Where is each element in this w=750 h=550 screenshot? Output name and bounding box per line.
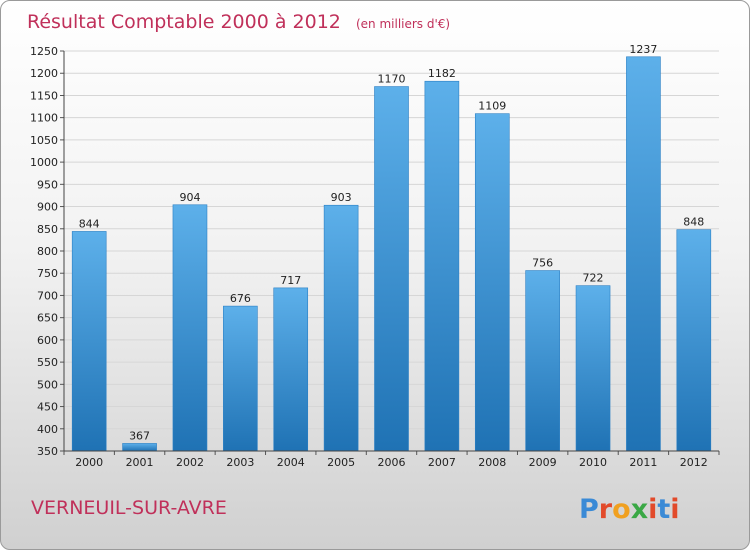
y-tick-label: 600 [37, 334, 58, 347]
bar-2003 [223, 305, 258, 452]
x-axis-ticks: 2000 2001 2002 2003 2004 2005 2006 2007 2008 2009… [63, 451, 720, 469]
bar-2007 [424, 80, 460, 452]
y-tick-label: 1100 [30, 112, 58, 125]
value-label-2011: 1237 [629, 43, 657, 56]
x-tick-label-2009: 2009 [529, 456, 557, 469]
chart-title: Résultat Comptable 2000 à 2012 [27, 11, 341, 33]
x-tick-label-2006: 2006 [378, 456, 406, 469]
city-name: VERNEUIL-SUR-AVRE [31, 497, 227, 519]
y-tick-label: 650 [37, 312, 58, 325]
value-label-2001: 367 [129, 429, 150, 442]
y-tick-label: 800 [37, 245, 58, 258]
chart-title-group: Résultat Comptable 2000 à 2012 (en milli… [27, 11, 450, 33]
y-tick-label: 350 [37, 445, 58, 458]
y-tick-label: 500 [37, 378, 58, 391]
y-tick-label: 900 [37, 201, 58, 214]
value-label-2009: 756 [532, 257, 553, 270]
x-tick-label-2004: 2004 [277, 456, 305, 469]
y-tick-label: 550 [37, 356, 58, 369]
chart-subtitle: (en milliers d'€) [356, 17, 450, 31]
x-tick-label-2007: 2007 [428, 456, 456, 469]
logo-letter: i [648, 494, 657, 525]
y-tick-label: 750 [37, 267, 58, 280]
bar-2010 [575, 285, 611, 452]
bar-2002 [172, 204, 208, 452]
value-label-2005: 903 [331, 191, 352, 204]
axes [63, 51, 719, 452]
bars [71, 56, 712, 452]
value-label-2008: 1109 [478, 100, 506, 113]
bar-2011 [626, 56, 661, 452]
logo-letter: o [612, 494, 631, 525]
y-tick-label: 400 [37, 423, 58, 436]
bar-2000 [71, 231, 107, 452]
logo-letter: P [579, 494, 599, 525]
bar-2005 [323, 204, 359, 452]
value-label-2004: 717 [280, 274, 301, 287]
y-tick-label: 950 [37, 178, 58, 191]
value-label-2006: 1170 [378, 73, 406, 86]
x-tick-label-2011: 2011 [629, 456, 657, 469]
y-axis-ticks: 350 400 450 500 550 600 650 700 750 800 850 900 950 1… [30, 45, 64, 458]
value-label-2000: 844 [79, 217, 100, 230]
proxiti-logo: Proxiti [579, 494, 680, 525]
x-tick-label-2005: 2005 [327, 456, 355, 469]
logo-letter: i [670, 494, 679, 525]
x-tick-label-2002: 2002 [176, 456, 204, 469]
bar-2008 [474, 113, 510, 452]
y-tick-label: 850 [37, 223, 58, 236]
logo-letter: t [657, 494, 670, 525]
bar-2006 [374, 86, 409, 452]
bar-2012 [676, 229, 712, 452]
logo-letter: x [631, 494, 648, 525]
x-tick-label-2012: 2012 [680, 456, 708, 469]
x-tick-label-2008: 2008 [478, 456, 506, 469]
y-tick-label: 700 [37, 289, 58, 302]
value-label-2002: 904 [179, 191, 200, 204]
x-tick-label-2001: 2001 [126, 456, 154, 469]
value-label-2007: 1182 [428, 67, 456, 80]
y-tick-label: 1150 [30, 89, 58, 102]
value-label-2010: 722 [583, 272, 604, 285]
y-tick-label: 1050 [30, 134, 58, 147]
logo-letter: r [599, 494, 613, 525]
y-tick-label: 1200 [30, 67, 58, 80]
y-tick-label: 1000 [30, 156, 58, 169]
y-tick-label: 1250 [30, 45, 58, 58]
bar-2009 [525, 270, 560, 452]
value-labels: 844 367 904 676 717 903 1170 1182 1109 756 722 1237… [79, 43, 705, 443]
value-label-2012: 848 [683, 216, 704, 229]
y-tick-label: 450 [37, 401, 58, 414]
value-label-2003: 676 [230, 292, 251, 305]
x-tick-label-2003: 2003 [226, 456, 254, 469]
x-tick-label-2010: 2010 [579, 456, 607, 469]
bar-2004 [273, 287, 309, 452]
x-tick-label-2000: 2000 [75, 456, 103, 469]
bar-2001 [122, 443, 157, 452]
